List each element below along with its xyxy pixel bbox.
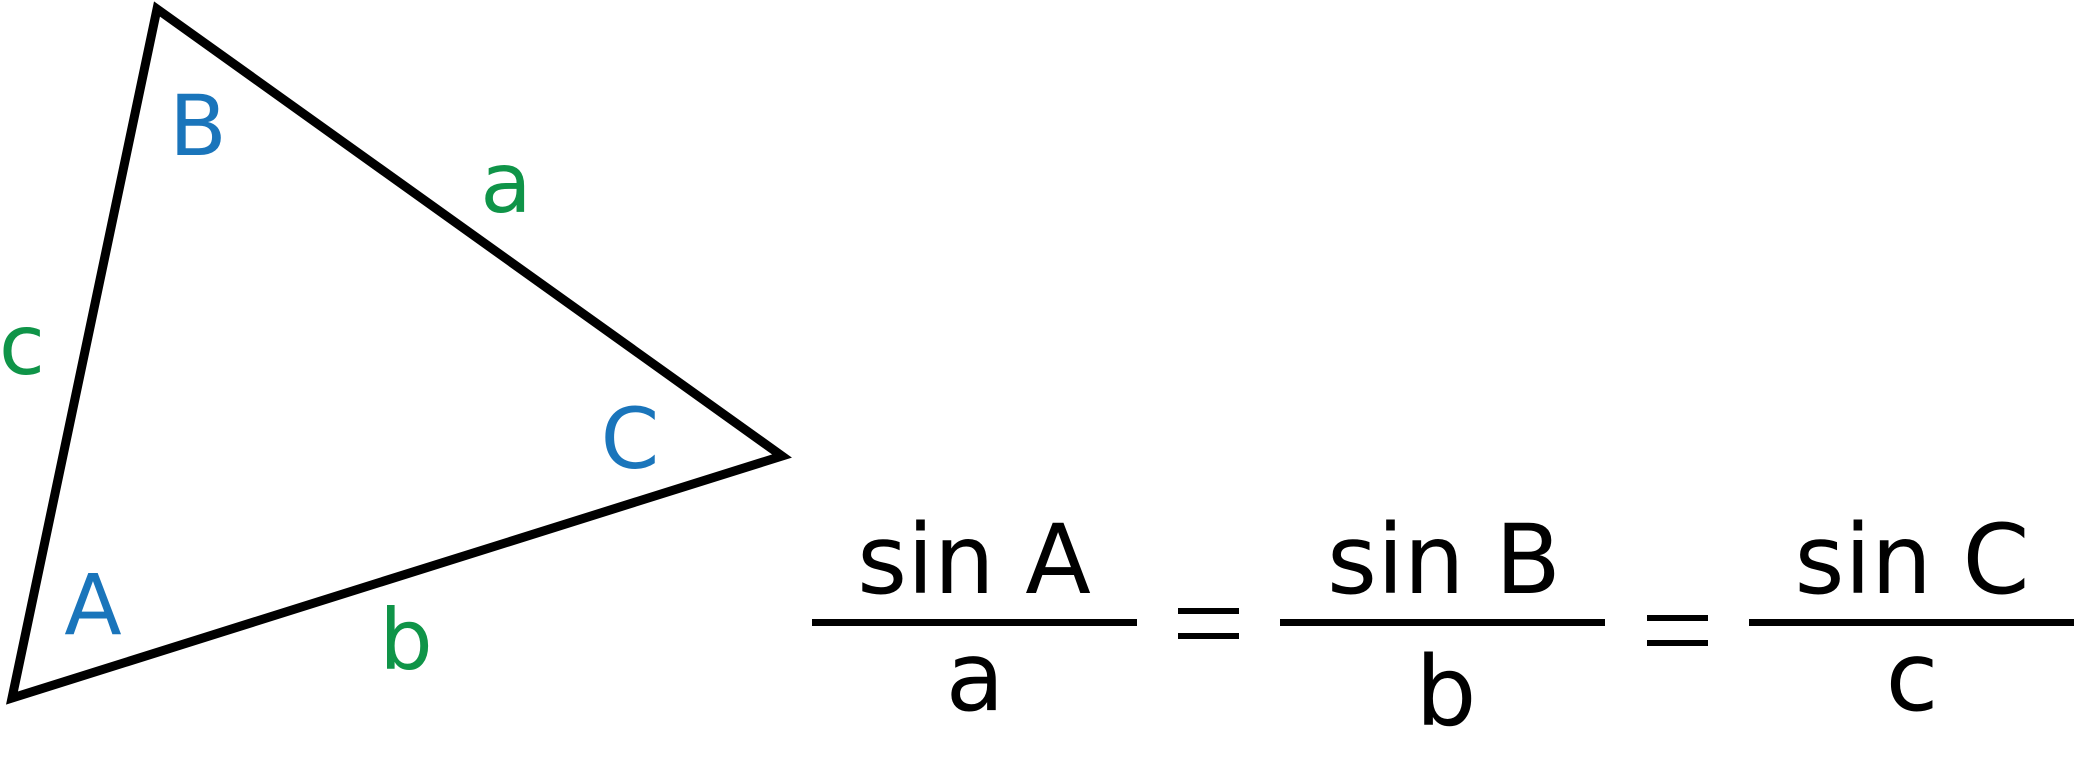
side-label-c: c bbox=[0, 296, 45, 394]
equals-bar-top-2 bbox=[1647, 615, 1708, 621]
numerator-sin-c: sin C bbox=[1794, 504, 2029, 616]
equals-sign-2 bbox=[1647, 615, 1708, 646]
numerator-sin-b: sin B bbox=[1327, 504, 1561, 616]
numerator-sin-a: sin A bbox=[857, 504, 1091, 616]
denominator-c: c bbox=[1886, 621, 1939, 733]
vertex-label-a: A bbox=[64, 556, 121, 654]
vertex-label-c: C bbox=[601, 390, 660, 488]
equals-bar-bottom-1 bbox=[1178, 633, 1239, 639]
fraction-sin-b-over-b: sin B b bbox=[1280, 504, 1605, 748]
denominator-a: a bbox=[946, 621, 1005, 733]
triangle-outline bbox=[6, 1, 792, 705]
law-of-sines-formula: sin A a sin B b sin C bbox=[812, 504, 2074, 748]
vertex-label-b: B bbox=[169, 77, 227, 175]
side-label-a: a bbox=[480, 134, 531, 232]
equals-bar-bottom-2 bbox=[1647, 640, 1708, 646]
equals-sign-1 bbox=[1178, 608, 1239, 639]
fraction-bar-2 bbox=[1280, 619, 1605, 626]
side-label-b: b bbox=[379, 591, 432, 689]
denominator-b: b bbox=[1416, 636, 1477, 748]
fraction-sin-c-over-c: sin C c bbox=[1749, 504, 2074, 733]
equals-bar-top-1 bbox=[1178, 608, 1239, 614]
fraction-bar-1 bbox=[812, 619, 1137, 626]
fraction-sin-a-over-a: sin A a bbox=[812, 504, 1137, 733]
fraction-bar-3 bbox=[1749, 619, 2074, 626]
